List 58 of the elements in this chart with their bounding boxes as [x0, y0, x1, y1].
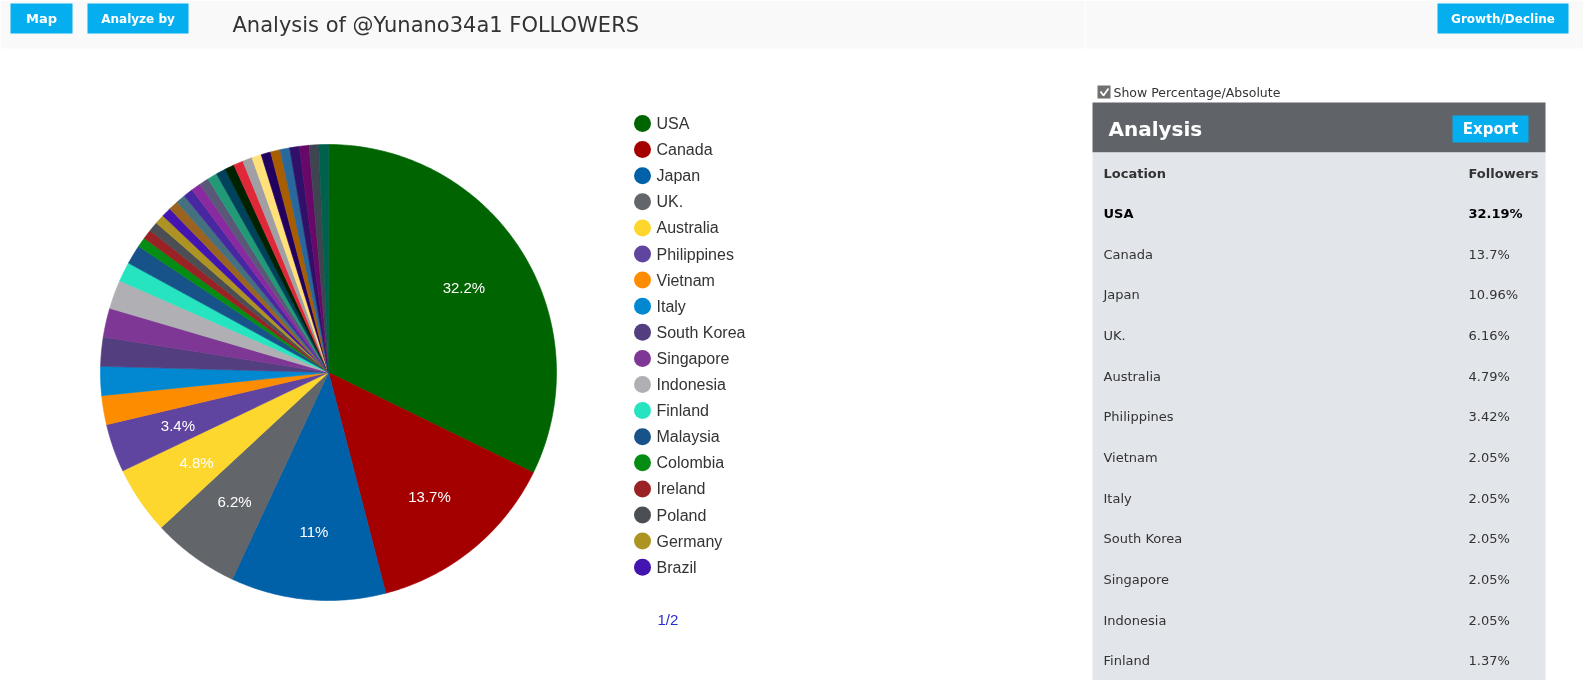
text: Show Percentage/Absolute	[1113, 85, 1281, 100]
category-label: Vietnam	[1103, 449, 1158, 465]
legend-label: South Korea	[656, 323, 746, 341]
data-label: 6.16%	[1468, 327, 1510, 343]
category-label: Finland	[1103, 653, 1150, 669]
legend-label: Brazil	[656, 558, 697, 576]
legend-label: Finland	[656, 402, 709, 420]
category-label: Philippines	[1103, 409, 1174, 425]
data-label: 2.05%	[1468, 531, 1510, 547]
legend-label: Colombia	[656, 454, 725, 472]
legend-label: Germany	[656, 532, 723, 550]
data-label: 2.05%	[1468, 449, 1510, 465]
text: Followers	[1468, 166, 1539, 181]
data-label: 1.37%	[1468, 653, 1510, 669]
text: Analysis	[1108, 116, 1203, 141]
legend-label: Malaysia	[656, 428, 720, 446]
legend-label: Singapore	[656, 349, 730, 367]
category-label: Indonesia	[1103, 612, 1167, 628]
text: 1/2	[657, 611, 679, 628]
data-label: 11%	[299, 522, 329, 540]
category-label: UK.	[1103, 327, 1126, 343]
data-label: 6.2%	[217, 493, 252, 510]
text: Analyze by	[101, 11, 175, 26]
data-label: 32.2%	[442, 279, 486, 297]
data-label: 3.42%	[1468, 409, 1510, 425]
data-label: 10.96%	[1468, 287, 1519, 303]
data-label: 13.7%	[408, 487, 451, 505]
category-label: Italy	[1103, 490, 1133, 506]
data-label: 4.8%	[179, 453, 214, 471]
chart-title: Analysis of @Yunano34a1 FOLLOWERS	[232, 12, 640, 37]
legend-label: Australia	[656, 219, 719, 237]
data-label: 3.4%	[160, 416, 196, 434]
data-label: 2.05%	[1468, 490, 1510, 506]
legend-label: USA	[656, 115, 690, 132]
legend-label: Vietnam	[656, 271, 715, 289]
legend-label: UK.	[656, 193, 684, 211]
legend-label: Japan	[656, 167, 701, 185]
data-label: 4.79%	[1468, 368, 1510, 384]
legend-label: Philippines	[656, 245, 734, 263]
text: Location	[1103, 166, 1167, 181]
data-label: 2.05%	[1468, 571, 1510, 587]
text: Export	[1462, 120, 1519, 138]
category-label: Japan	[1102, 287, 1140, 303]
legend-label: Canada	[656, 141, 713, 159]
data-label: 2.05%	[1468, 612, 1510, 628]
data-label: 13.7%	[1468, 246, 1510, 262]
legend-label: Poland	[656, 506, 707, 524]
text: Map	[25, 11, 58, 26]
legend-label: Ireland	[656, 480, 706, 498]
category-label: Canada	[1103, 246, 1153, 262]
category-label: USA	[1103, 206, 1134, 221]
category-label: Australia	[1103, 368, 1162, 384]
text: Growth/Decline	[1451, 11, 1555, 26]
category-label: South Korea	[1103, 531, 1183, 547]
legend-label: Italy	[656, 297, 686, 315]
category-label: Singapore	[1103, 571, 1170, 587]
data-label: 32.19%	[1468, 206, 1523, 221]
legend-label: Indonesia	[656, 376, 726, 393]
